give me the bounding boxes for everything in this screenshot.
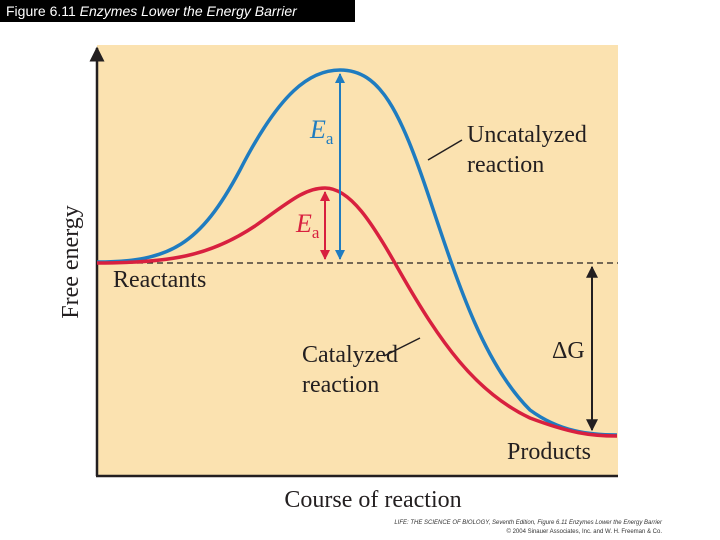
delta-g-label: ΔG [552, 338, 585, 364]
subscript: a [312, 223, 320, 242]
figure-number: Figure 6.11 [6, 3, 76, 19]
figure-title: Enzymes Lower the Energy Barrier [80, 3, 298, 19]
leader-line [383, 337, 421, 357]
subscript: a [326, 129, 334, 148]
leader-line [427, 139, 463, 161]
plot-background [97, 45, 618, 476]
symbol: E [309, 115, 326, 144]
uncatalyzed-ea-label: Ea [309, 115, 334, 148]
catalyzed-curve [96, 186, 618, 438]
uncatalyzed-label: reaction [467, 152, 544, 178]
reactants-label: Reactants [113, 267, 206, 293]
catalyzed-label: Catalyzed [302, 342, 398, 368]
symbol: E [295, 209, 312, 238]
catalyzed-label: reaction [302, 372, 379, 398]
x-axis-label: Course of reaction [284, 487, 461, 513]
header-bar [0, 0, 355, 22]
uncatalyzed-label: Uncatalyzed [467, 122, 587, 148]
y-axis-label: Free energy [58, 205, 84, 319]
uncatalyzed-curve [96, 68, 618, 437]
products-label: Products [507, 439, 591, 465]
header: Figure 6.11 Enzymes Lower the Energy Bar… [6, 3, 298, 19]
credit: © 2004 Sinauer Associates, Inc. and W. H… [507, 528, 663, 535]
credit: LIFE: THE SCIENCE OF BIOLOGY, Seventh Ed… [394, 520, 663, 526]
catalyzed-ea-label: Ea [295, 209, 320, 242]
